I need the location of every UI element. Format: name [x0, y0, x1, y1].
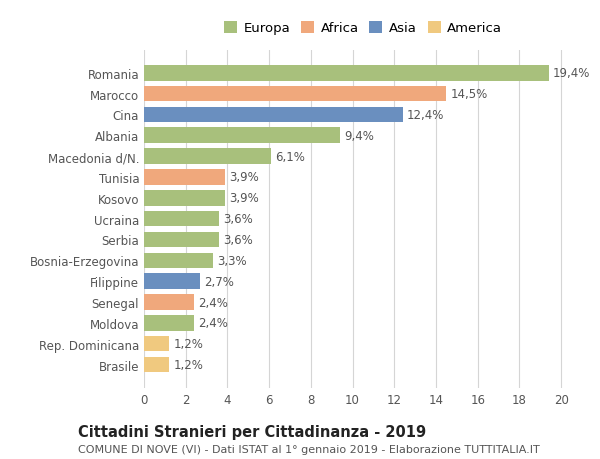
- Bar: [144, 66, 548, 81]
- Bar: [144, 274, 200, 289]
- Text: Cittadini Stranieri per Cittadinanza - 2019: Cittadini Stranieri per Cittadinanza - 2…: [78, 425, 426, 440]
- Text: 19,4%: 19,4%: [553, 67, 590, 80]
- Text: 3,6%: 3,6%: [223, 234, 253, 246]
- Text: 3,3%: 3,3%: [217, 254, 247, 267]
- Bar: [144, 128, 340, 144]
- Text: 6,1%: 6,1%: [275, 150, 305, 163]
- Bar: [144, 295, 194, 310]
- Text: 12,4%: 12,4%: [407, 109, 444, 122]
- Text: 1,2%: 1,2%: [173, 337, 203, 350]
- Text: 1,2%: 1,2%: [173, 358, 203, 371]
- Bar: [144, 107, 403, 123]
- Bar: [144, 232, 219, 248]
- Text: 14,5%: 14,5%: [451, 88, 488, 101]
- Legend: Europa, Africa, Asia, America: Europa, Africa, Asia, America: [218, 17, 508, 40]
- Bar: [144, 87, 446, 102]
- Text: 2,7%: 2,7%: [205, 275, 235, 288]
- Bar: [144, 149, 271, 165]
- Text: 3,6%: 3,6%: [223, 213, 253, 226]
- Bar: [144, 212, 219, 227]
- Text: 9,4%: 9,4%: [344, 129, 374, 142]
- Text: 2,4%: 2,4%: [198, 317, 228, 330]
- Bar: [144, 357, 169, 373]
- Text: COMUNE DI NOVE (VI) - Dati ISTAT al 1° gennaio 2019 - Elaborazione TUTTITALIA.IT: COMUNE DI NOVE (VI) - Dati ISTAT al 1° g…: [78, 444, 540, 454]
- Text: 2,4%: 2,4%: [198, 296, 228, 309]
- Text: 3,9%: 3,9%: [230, 171, 259, 184]
- Bar: [144, 315, 194, 331]
- Bar: [144, 336, 169, 352]
- Bar: [144, 253, 213, 269]
- Bar: [144, 190, 226, 206]
- Text: 3,9%: 3,9%: [230, 192, 259, 205]
- Bar: [144, 170, 226, 185]
